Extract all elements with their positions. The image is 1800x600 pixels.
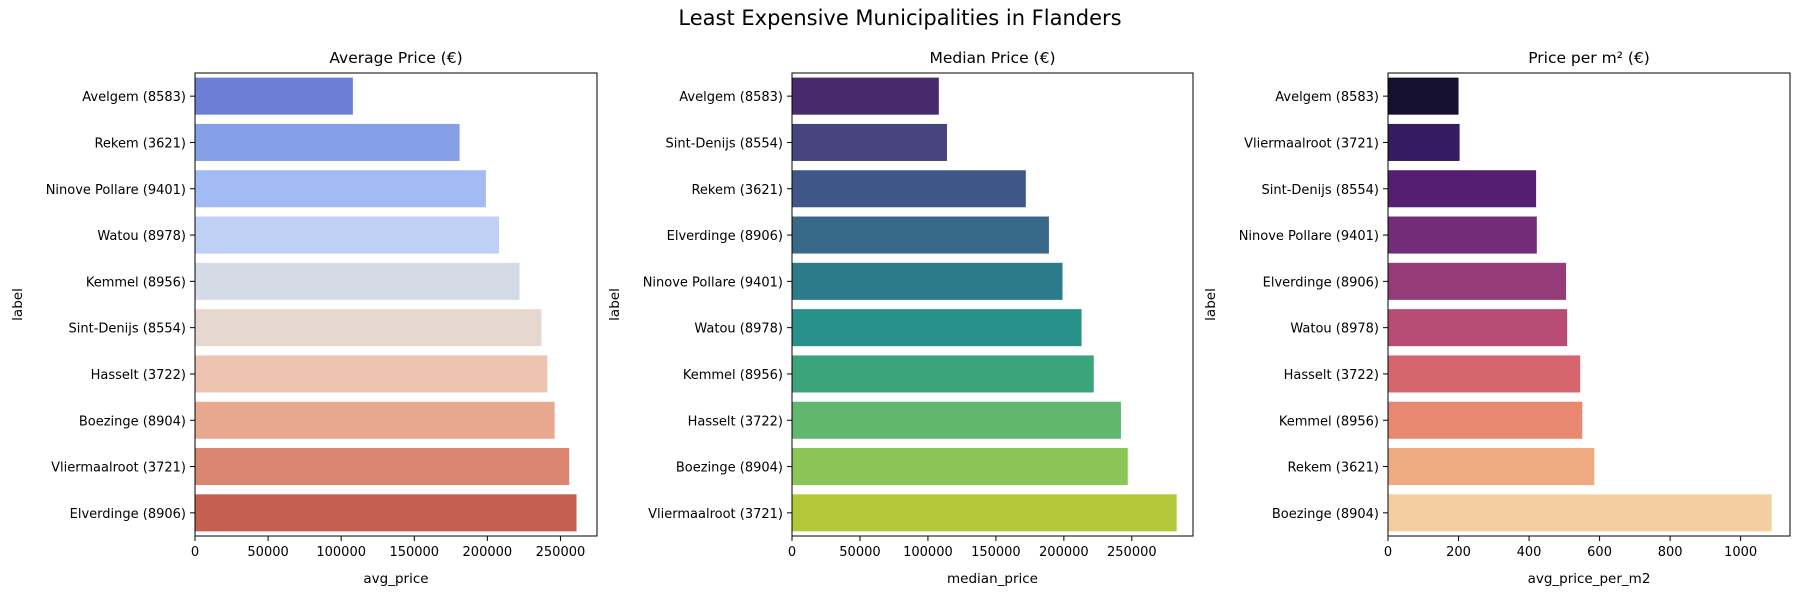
y-tick-label: Avelgem (8583) (82, 90, 186, 105)
bar (792, 494, 1177, 532)
y-tick-label: Rekem (3621) (94, 136, 186, 151)
chart-title: Price per m² (€) (1528, 49, 1650, 67)
y-axis-label: label (607, 288, 623, 321)
y-tick-label: Boezinge (8904) (79, 414, 186, 429)
chart-title: Average Price (€) (329, 49, 462, 67)
y-tick-label: Elverdinge (8906) (1263, 275, 1379, 290)
x-tick-label: 800 (1658, 545, 1683, 560)
bar (195, 355, 548, 393)
bar (195, 123, 460, 161)
x-tick-label: 100000 (316, 545, 366, 560)
y-tick-label: Ninove Pollare (9401) (643, 275, 783, 290)
y-tick-label: Avelgem (8583) (1275, 90, 1379, 105)
bar (195, 309, 542, 347)
x-tick-label: 250000 (1107, 545, 1157, 560)
x-tick-label: 200000 (463, 545, 513, 560)
x-tick-label: 200 (1446, 545, 1471, 560)
bar (792, 401, 1121, 439)
bar (195, 170, 486, 208)
y-tick-label: Vliermaalroot (3721) (51, 461, 186, 476)
x-tick-label: 50000 (247, 545, 288, 560)
bar (792, 77, 939, 115)
bar (1388, 216, 1537, 254)
x-tick-label: 50000 (839, 545, 880, 560)
bar (195, 448, 570, 486)
bar (1388, 123, 1460, 161)
y-tick-label: Kemmel (8956) (683, 368, 783, 383)
bar (1388, 77, 1459, 115)
bar (1388, 448, 1595, 486)
y-tick-label: Hasselt (3722) (1284, 368, 1379, 383)
y-tick-label: Sint-Denijs (8554) (666, 136, 784, 151)
y-tick-label: Hasselt (3722) (91, 368, 186, 383)
y-tick-label: Boezinge (8904) (1272, 507, 1379, 522)
y-tick-label: Kemmel (8956) (86, 275, 186, 290)
bar (792, 355, 1094, 393)
y-tick-label: Vliermaalroot (3721) (1244, 136, 1379, 151)
y-tick-label: Watou (8978) (97, 229, 186, 244)
chart-title: Median Price (€) (930, 49, 1056, 67)
x-tick-label: 0 (191, 545, 199, 560)
y-tick-label: Hasselt (3722) (688, 414, 783, 429)
x-tick-label: 600 (1587, 545, 1612, 560)
plot-frame (1387, 72, 1791, 537)
bar (792, 170, 1026, 208)
x-tick-label: 200000 (1039, 545, 1089, 560)
bar (792, 448, 1128, 486)
x-tick-label: 0 (788, 545, 796, 560)
y-tick-label: Elverdinge (8906) (70, 507, 186, 522)
bar (792, 123, 947, 161)
x-tick-label: 400 (1517, 545, 1542, 560)
bar (1388, 401, 1583, 439)
y-axis-label: label (10, 288, 26, 321)
x-tick-label: 150000 (971, 545, 1021, 560)
y-tick-label: Rekem (3621) (691, 183, 783, 198)
x-tick-label: 0 (1384, 545, 1392, 560)
x-tick-label: 250000 (536, 545, 586, 560)
bar (195, 494, 577, 532)
y-tick-label: Avelgem (8583) (679, 90, 783, 105)
x-axis-label: median_price (947, 571, 1038, 587)
bar (1388, 170, 1537, 208)
y-tick-label: Vliermaalroot (3721) (648, 507, 783, 522)
bar (1388, 494, 1772, 532)
bar (1388, 355, 1581, 393)
bar (195, 262, 520, 300)
bar (195, 77, 353, 115)
y-tick-label: Kemmel (8956) (1279, 414, 1379, 429)
bar (792, 262, 1063, 300)
y-tick-label: Ninove Pollare (9401) (46, 183, 186, 198)
y-tick-label: Watou (8978) (694, 322, 783, 337)
x-tick-label: 1000 (1724, 545, 1757, 560)
y-tick-label: Sint-Denijs (8554) (69, 322, 187, 337)
y-axis-label: label (1203, 288, 1219, 321)
x-tick-label: 150000 (389, 545, 439, 560)
y-tick-label: Boezinge (8904) (676, 461, 783, 476)
y-tick-label: Elverdinge (8906) (667, 229, 783, 244)
bar (1388, 262, 1567, 300)
bar (195, 216, 500, 254)
bar (792, 216, 1049, 254)
plot-frame (194, 72, 598, 537)
y-tick-label: Ninove Pollare (9401) (1239, 229, 1379, 244)
bar (1388, 309, 1568, 347)
figure-title: Least Expensive Municipalities in Flande… (678, 6, 1122, 30)
bar (792, 309, 1082, 347)
y-tick-label: Rekem (3621) (1287, 461, 1379, 476)
plot-frame (791, 72, 1194, 537)
x-tick-label: 100000 (903, 545, 953, 560)
y-tick-label: Sint-Denijs (8554) (1262, 183, 1380, 198)
x-axis-label: avg_price (363, 571, 428, 587)
x-axis-label: avg_price_per_m2 (1528, 571, 1651, 587)
bar (195, 401, 555, 439)
y-tick-label: Watou (8978) (1290, 322, 1379, 337)
